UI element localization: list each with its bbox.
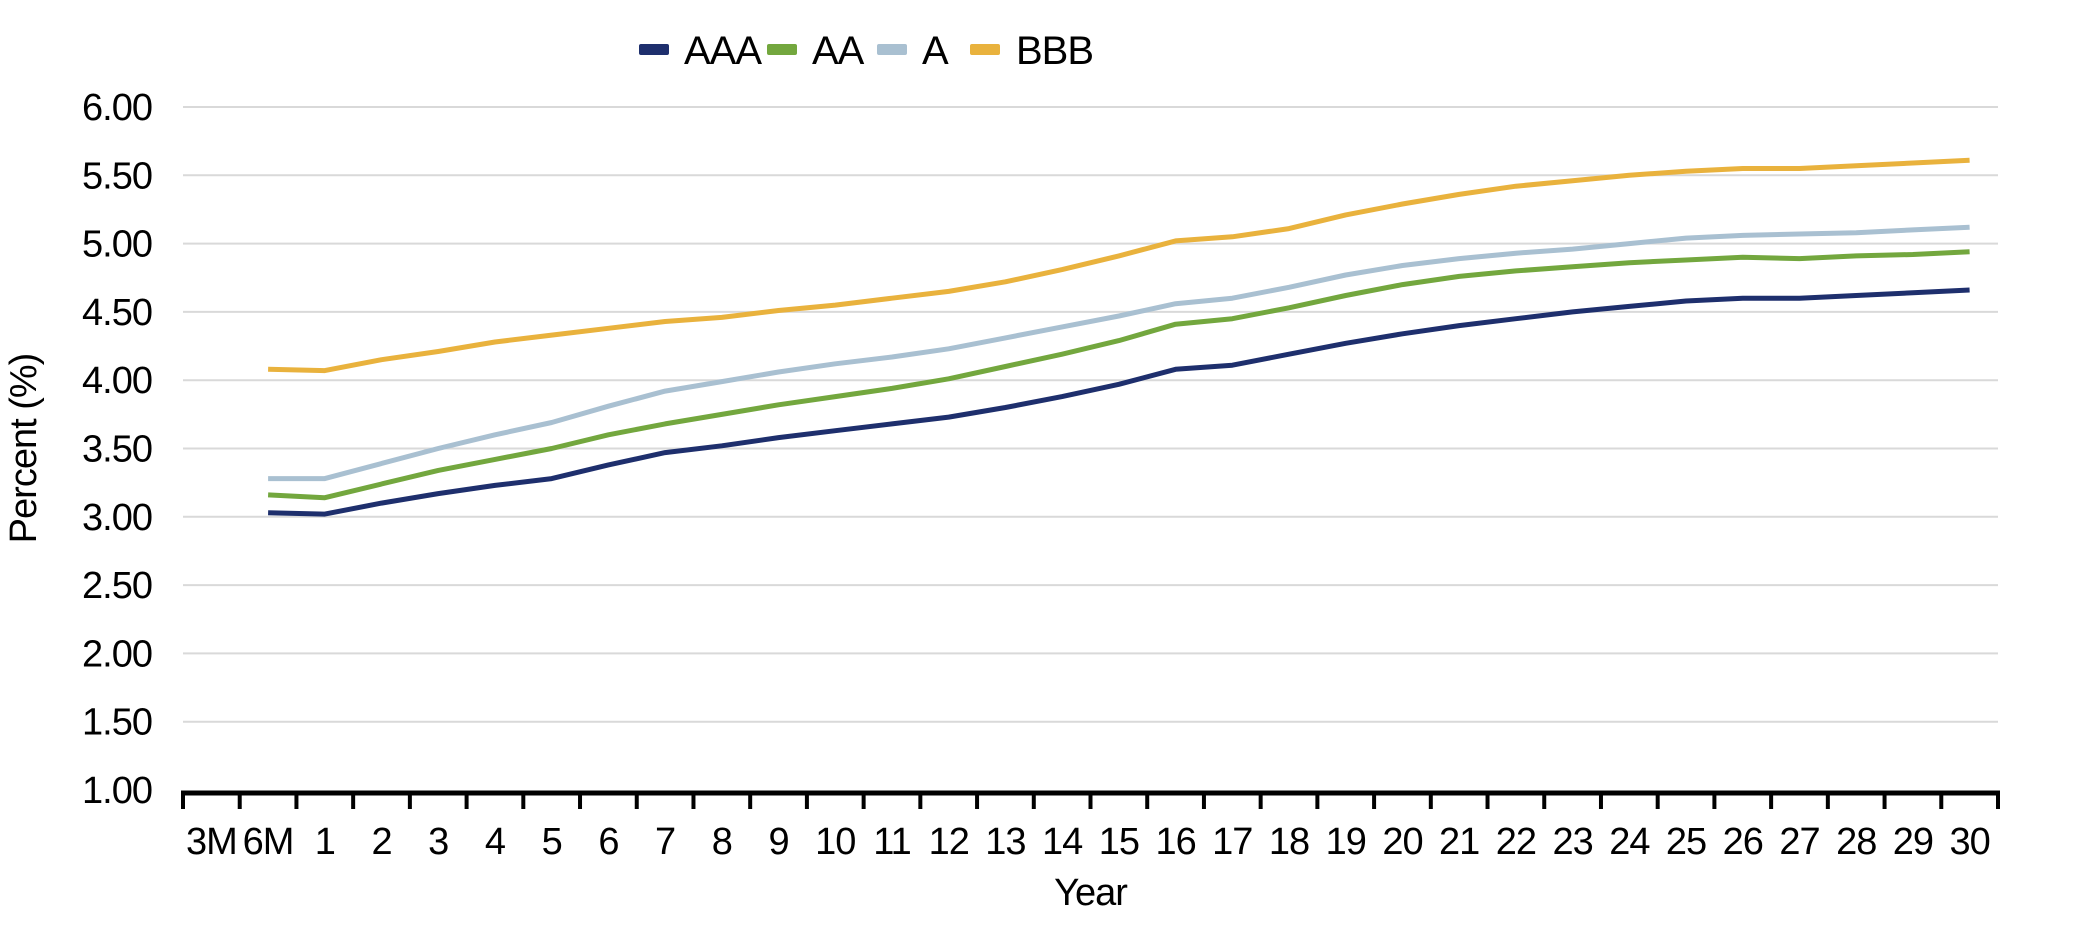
x-tick-label: 17 (1212, 821, 1252, 863)
y-tick-label: 5.50 (82, 155, 152, 197)
x-tick-label: 9 (768, 821, 788, 863)
x-tick-label: 23 (1552, 821, 1592, 863)
y-axis: 1.00 1.50 2.00 2.50 3.00 3.50 4.00 4.50 5.00 5.50… (3, 87, 153, 812)
x-tick-label: 29 (1893, 821, 1933, 863)
y-tick-label: 3.00 (82, 497, 152, 539)
legend-item-BBB: BBB (970, 29, 1094, 73)
x-tick-label: 2 (371, 821, 391, 863)
legend-label-AA: AA (812, 29, 865, 73)
legend-label-AAA: AAA (684, 29, 762, 73)
x-tick-label: 11 (873, 821, 910, 863)
legend-label-BBB: BBB (1016, 29, 1093, 73)
legend-label-A: A (922, 29, 949, 73)
x-tick-label: 20 (1382, 821, 1422, 863)
x-tick-label: 12 (929, 821, 969, 863)
y-axis-title: Percent (%) (3, 354, 45, 544)
x-tick-label: 18 (1269, 821, 1309, 863)
x-tick-label: 6M (243, 821, 294, 863)
x-tick-label: 7 (655, 821, 675, 863)
x-tick-label: 24 (1609, 821, 1650, 863)
x-tick-label: 28 (1836, 821, 1876, 863)
legend-swatch-BBB (970, 44, 1000, 55)
gridlines (183, 106, 1998, 723)
legend-swatch-AAA (639, 44, 669, 55)
x-tick-label: 25 (1666, 821, 1706, 863)
x-tick-label: 22 (1496, 821, 1536, 863)
x-tick-label: 26 (1723, 821, 1763, 863)
x-tick-label: 10 (815, 821, 855, 863)
x-axis: 3M 6M 1 2 3 4 5 6 7 8 9 10 11 12 13 14 15 16 17 18 19 20 21 22 2… (181, 790, 2000, 914)
y-tick-label: 2.00 (82, 633, 152, 675)
legend-item-A: A (877, 29, 950, 73)
x-tick-label: 8 (712, 821, 732, 863)
x-tick-label: 3M (186, 821, 237, 863)
y-tick-label: 6.00 (82, 87, 152, 129)
x-tick-label: 5 (542, 821, 562, 863)
x-tick-label: 3 (428, 821, 448, 863)
y-tick-label: 4.00 (82, 360, 152, 402)
legend-swatch-AA (767, 44, 797, 55)
y-tick-label: 5.00 (82, 224, 152, 266)
x-axis-title: Year (1054, 872, 1128, 914)
x-tick-label: 19 (1326, 821, 1366, 863)
y-tick-label: 2.50 (82, 565, 152, 607)
series-line-AA (267, 249, 1970, 501)
x-tick-label: 16 (1155, 821, 1195, 863)
series-line-A (268, 224, 1970, 482)
series-line-BBB (268, 157, 1970, 374)
x-tick-label: 15 (1099, 821, 1139, 863)
x-tick-label: 21 (1439, 821, 1479, 863)
y-tick-label: 3.50 (82, 429, 152, 471)
legend-item-AAA: AAA (639, 29, 763, 73)
x-tick-label: 1 (315, 821, 335, 863)
x-tick-label: 27 (1779, 821, 1819, 863)
x-tick-label: 13 (985, 821, 1025, 863)
y-tick-label: 4.50 (82, 292, 152, 334)
x-tick-label: 14 (1042, 821, 1083, 863)
y-tick-label: 1.00 (82, 770, 152, 812)
legend-item-AA: AA (767, 29, 866, 73)
x-tick-label: 6 (598, 821, 618, 863)
series-lines (267, 157, 1970, 517)
x-tick-label: 4 (485, 821, 506, 863)
x-tick-label: 30 (1950, 821, 1990, 863)
legend: AAA AA A BBB (639, 29, 1094, 73)
y-tick-label: 1.50 (82, 702, 152, 744)
legend-swatch-A (877, 44, 907, 55)
series-line-AAA (268, 287, 1970, 517)
